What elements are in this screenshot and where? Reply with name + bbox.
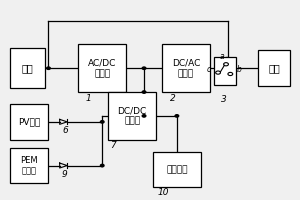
Circle shape (100, 164, 104, 167)
Circle shape (142, 91, 146, 93)
Text: a: a (220, 52, 225, 61)
Text: AC/DC
整流器: AC/DC 整流器 (88, 59, 116, 78)
Text: 锂电池组: 锂电池组 (166, 165, 188, 174)
FancyBboxPatch shape (78, 44, 126, 92)
Circle shape (47, 67, 50, 69)
Text: DC/AC
逆变器: DC/AC 逆变器 (172, 59, 200, 78)
Text: 3: 3 (221, 95, 227, 104)
Text: PEM
电池堆: PEM 电池堆 (20, 156, 38, 175)
FancyBboxPatch shape (214, 57, 236, 85)
FancyBboxPatch shape (10, 148, 49, 183)
Text: c: c (207, 65, 211, 74)
FancyBboxPatch shape (108, 92, 156, 140)
Text: 9: 9 (62, 170, 68, 179)
FancyBboxPatch shape (10, 48, 46, 88)
Circle shape (142, 67, 146, 69)
FancyBboxPatch shape (162, 44, 210, 92)
Text: 市电: 市电 (22, 63, 33, 73)
Text: DC/DC
变换器: DC/DC 变换器 (118, 106, 147, 126)
Text: b: b (237, 65, 242, 74)
Text: 10: 10 (158, 188, 169, 197)
Circle shape (175, 115, 179, 117)
Text: 负载: 负载 (268, 63, 280, 73)
FancyBboxPatch shape (153, 152, 201, 187)
Circle shape (100, 121, 104, 123)
FancyBboxPatch shape (257, 50, 290, 86)
Text: PV阵列: PV阵列 (18, 117, 40, 126)
Text: 7: 7 (110, 141, 116, 150)
Text: 2: 2 (169, 94, 175, 103)
Text: 1: 1 (86, 94, 92, 103)
FancyBboxPatch shape (10, 104, 49, 140)
Circle shape (142, 115, 146, 117)
Text: 6: 6 (62, 126, 68, 135)
